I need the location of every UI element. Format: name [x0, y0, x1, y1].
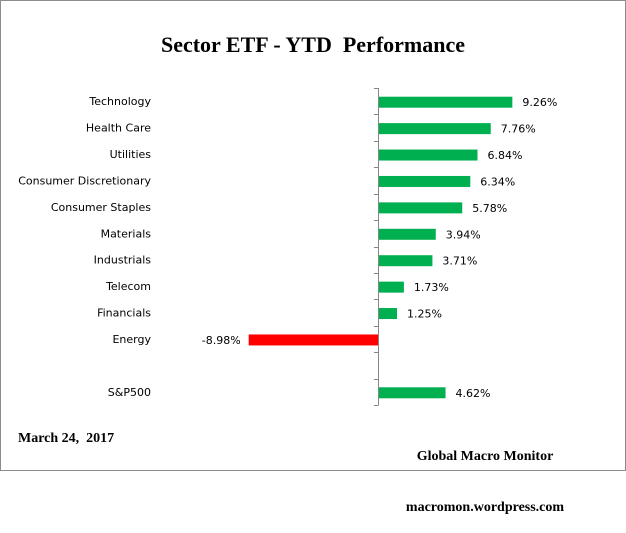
bar — [248, 334, 378, 346]
category-label: Consumer Staples — [51, 201, 151, 214]
source-url: macromon.wordpress.com — [405, 500, 565, 515]
category-label: S&P500 — [108, 386, 151, 399]
data-label: 6.84% — [487, 149, 522, 162]
data-label: -8.98% — [202, 334, 241, 347]
source-label: Global Macro Monitor macromon.wordpress.… — [395, 414, 575, 533]
source-name: Global Macro Monitor — [416, 449, 554, 464]
bar — [379, 308, 397, 320]
bar — [379, 281, 404, 293]
date-label: March 24, 2017 — [18, 431, 115, 446]
category-label: Health Care — [86, 122, 151, 135]
data-label: 4.62% — [456, 387, 491, 400]
bar — [379, 175, 471, 187]
category-label: Industrials — [94, 254, 152, 267]
data-label: 1.25% — [407, 308, 442, 321]
bar — [379, 387, 446, 399]
bar — [379, 202, 463, 214]
category-label: Utilities — [110, 148, 152, 161]
category-label: Financials — [97, 307, 151, 320]
bar — [379, 228, 436, 240]
data-label: 7.76% — [501, 123, 536, 136]
category-label: Energy — [112, 333, 151, 346]
data-label: 9.26% — [522, 96, 557, 109]
bar — [379, 255, 433, 267]
data-label: 5.78% — [472, 202, 507, 215]
bar-chart: Technology 9.26% Health Care 7.76% Utilities… — [18, 88, 557, 406]
data-label: 3.94% — [446, 228, 481, 241]
category-label: Technology — [88, 95, 151, 108]
bar — [379, 96, 513, 108]
bar — [379, 123, 491, 135]
bar — [379, 149, 478, 161]
category-label: Materials — [101, 227, 152, 240]
data-label: 1.73% — [414, 281, 449, 294]
chart-title: Sector ETF - YTD Performance — [160, 32, 466, 57]
category-label: Telecom — [105, 280, 151, 293]
data-label: 3.71% — [442, 255, 477, 268]
data-label: 6.34% — [480, 175, 515, 188]
chart-frame — [0, 0, 626, 471]
category-label: Consumer Discretionary — [18, 174, 151, 187]
